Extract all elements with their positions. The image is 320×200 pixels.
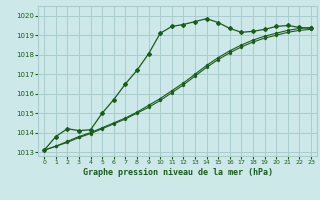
X-axis label: Graphe pression niveau de la mer (hPa): Graphe pression niveau de la mer (hPa) bbox=[83, 168, 273, 177]
